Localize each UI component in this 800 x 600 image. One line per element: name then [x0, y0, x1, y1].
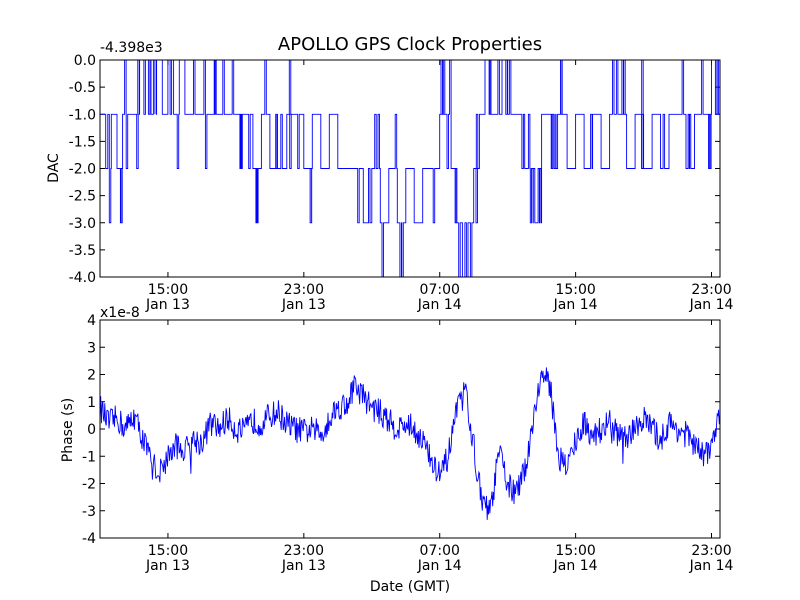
y-tick-label: 1 [87, 395, 96, 411]
x-tick-time: 07:00 [420, 543, 460, 559]
y-tick-label: 3 [87, 340, 96, 356]
x-tick-date: Jan 14 [417, 558, 462, 574]
y-tick-label: 0 [87, 422, 96, 438]
x-tick-date: Jan 14 [553, 558, 598, 574]
x-tick-time: 23:00 [691, 282, 731, 298]
x-tick-time: 23:00 [284, 282, 324, 298]
y-tick-label: 2 [87, 368, 96, 384]
dac-plot-area [100, 60, 720, 277]
phase-plot-frame [99, 319, 721, 539]
phase-series-line [100, 367, 720, 520]
x-tick-date: Jan 14 [689, 558, 734, 574]
y-tick-label: -0.5 [69, 80, 96, 96]
dac-panel: APOLLO GPS Clock Properties -4.398e3 DAC… [46, 34, 734, 313]
x-tick-date: Jan 13 [145, 558, 190, 574]
y-tick-label: -3.5 [69, 243, 96, 259]
x-tick-time: 15:00 [555, 543, 595, 559]
chart-title: APOLLO GPS Clock Properties [278, 34, 542, 55]
x-tick-time: 23:00 [691, 543, 731, 559]
x-tick-date: Jan 14 [417, 297, 462, 313]
x-tick-date: Jan 14 [553, 297, 598, 313]
x-tick-time: 07:00 [420, 282, 460, 298]
x-tick-time: 23:00 [284, 543, 324, 559]
dac-offset-label: -4.398e3 [100, 40, 163, 56]
y-tick-label: -1 [82, 449, 96, 465]
x-tick-date: Jan 13 [281, 297, 326, 313]
dac-series-line [100, 60, 720, 277]
dac-plot-frame [99, 59, 721, 278]
y-tick-label: -3 [82, 504, 96, 520]
y-tick-label: -4.0 [69, 270, 96, 286]
phase-panel: x1e-8 Phase (s) Date (GMT) 4 3 2 1 0 -1 -2 -3 -4… [60, 305, 734, 595]
dac-y-axis-label: DAC [46, 153, 62, 183]
phase-plot-area [100, 367, 720, 520]
x-tick-date: Jan 14 [689, 297, 734, 313]
y-tick-label: -2 [82, 477, 96, 493]
y-tick-label: 4 [87, 313, 96, 329]
phase-offset-label: x1e-8 [100, 305, 140, 321]
x-tick-time: 15:00 [148, 543, 188, 559]
x-tick-time: 15:00 [148, 282, 188, 298]
dac-axis-ticks: 0.0 -0.5 -1.0 -1.5 -2.0 -2.5 -3.0 -3.5 -4.0 15:00… [69, 53, 734, 313]
x-tick-date: Jan 13 [145, 297, 190, 313]
y-tick-label: -4 [82, 531, 96, 547]
y-tick-label: -2.5 [69, 189, 96, 205]
y-tick-label: -3.0 [69, 216, 96, 232]
phase-y-axis-label: Phase (s) [60, 398, 76, 462]
x-tick-date: Jan 13 [281, 558, 326, 574]
y-tick-label: -1.0 [69, 107, 96, 123]
x-tick-time: 15:00 [555, 282, 595, 298]
y-tick-label: 0.0 [74, 53, 96, 69]
y-tick-label: -2.0 [69, 162, 96, 178]
x-axis-label: Date (GMT) [370, 579, 450, 595]
y-tick-label: -1.5 [69, 134, 96, 150]
